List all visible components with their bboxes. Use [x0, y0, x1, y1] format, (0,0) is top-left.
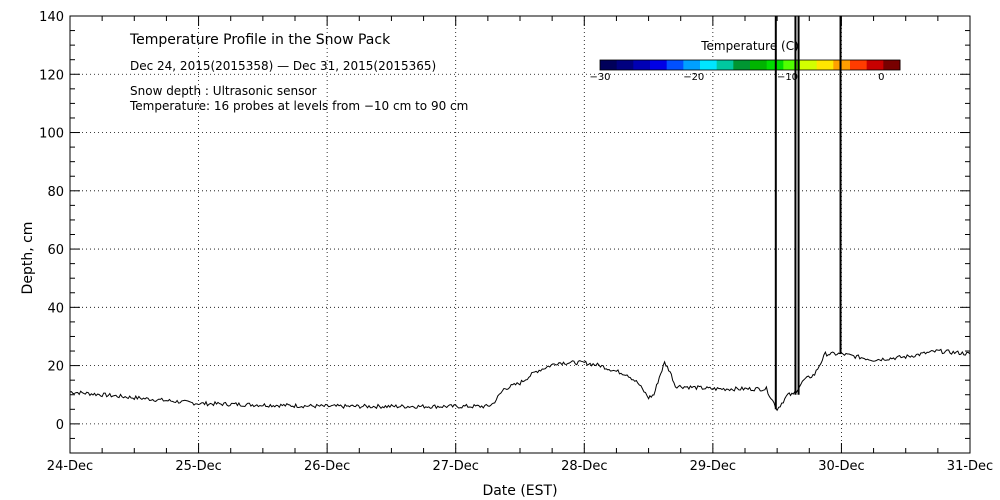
colorbar-segment [716, 60, 734, 70]
y-axis-title: Depth, cm [20, 222, 36, 295]
series-layer [69, 16, 971, 412]
colorbar-segment [733, 60, 751, 70]
x-tick-label: 29-Dec [690, 459, 736, 474]
y-tick-label: 100 [39, 127, 64, 142]
colorbar-segment [600, 60, 618, 70]
x-tick-label: 27-Dec [433, 459, 479, 474]
x-tick-label: 30-Dec [818, 459, 864, 474]
note-temperature: Temperature: 16 probes at levels from −1… [129, 99, 468, 113]
colorbar-segment [833, 60, 851, 70]
y-tick-label: 60 [47, 243, 64, 258]
colorbar-segment [850, 60, 868, 70]
x-tick-label: 24-Dec [47, 459, 93, 474]
colorbar-segment [683, 60, 701, 70]
y-tick-label: 140 [39, 10, 64, 25]
colorbar-segment [800, 60, 818, 70]
colorbar-tick-label: −10 [777, 72, 798, 83]
y-tick-label: 0 [56, 418, 64, 433]
colorbar-segment [866, 60, 884, 70]
note-snow-depth: Snow depth : Ultrasonic sensor [130, 84, 317, 98]
colorbar-segment [883, 60, 901, 70]
x-tick-label: 26-Dec [304, 459, 350, 474]
colorbar-segment [783, 60, 801, 70]
chart-subtitle: Dec 24, 2015(2015358) — Dec 31, 2015(201… [130, 59, 436, 73]
axis-ticks [69, 15, 971, 454]
colorbar-segment [700, 60, 718, 70]
temperature-colorbar: Temperature (C) −30 −20 −10 0 [589, 39, 901, 83]
colorbar-segment [633, 60, 651, 70]
colorbar-tick-label: −20 [683, 72, 704, 83]
y-tick-label: 20 [47, 360, 64, 375]
chart-title: Temperature Profile in the Snow Pack [129, 32, 391, 48]
x-axis-title: Date (EST) [482, 483, 557, 499]
colorbar-title: Temperature (C) [700, 39, 799, 53]
y-tick-label: 80 [47, 185, 64, 200]
snow-depth-line [69, 348, 971, 412]
y-tick-label: 40 [47, 301, 64, 316]
colorbar-segment [816, 60, 834, 70]
x-tick-label: 31-Dec [947, 459, 993, 474]
colorbar-segment [666, 60, 684, 70]
axis-tick-labels: 24-Dec 25-Dec 26-Dec 27-Dec 28-Dec 29-Dec 30-D… [39, 10, 993, 474]
grid-lines [70, 16, 970, 453]
colorbar-tick-label: −30 [589, 72, 610, 83]
colorbar-tick-label: 0 [878, 72, 884, 83]
colorbar-segment [750, 60, 768, 70]
colorbar-frame [599, 59, 901, 71]
colorbar-segment [650, 60, 668, 70]
plot-frame [69, 15, 971, 454]
x-tick-label: 28-Dec [561, 459, 607, 474]
colorbar-segment [616, 60, 634, 70]
x-tick-label: 25-Dec [175, 459, 221, 474]
y-tick-label: 120 [39, 68, 64, 83]
